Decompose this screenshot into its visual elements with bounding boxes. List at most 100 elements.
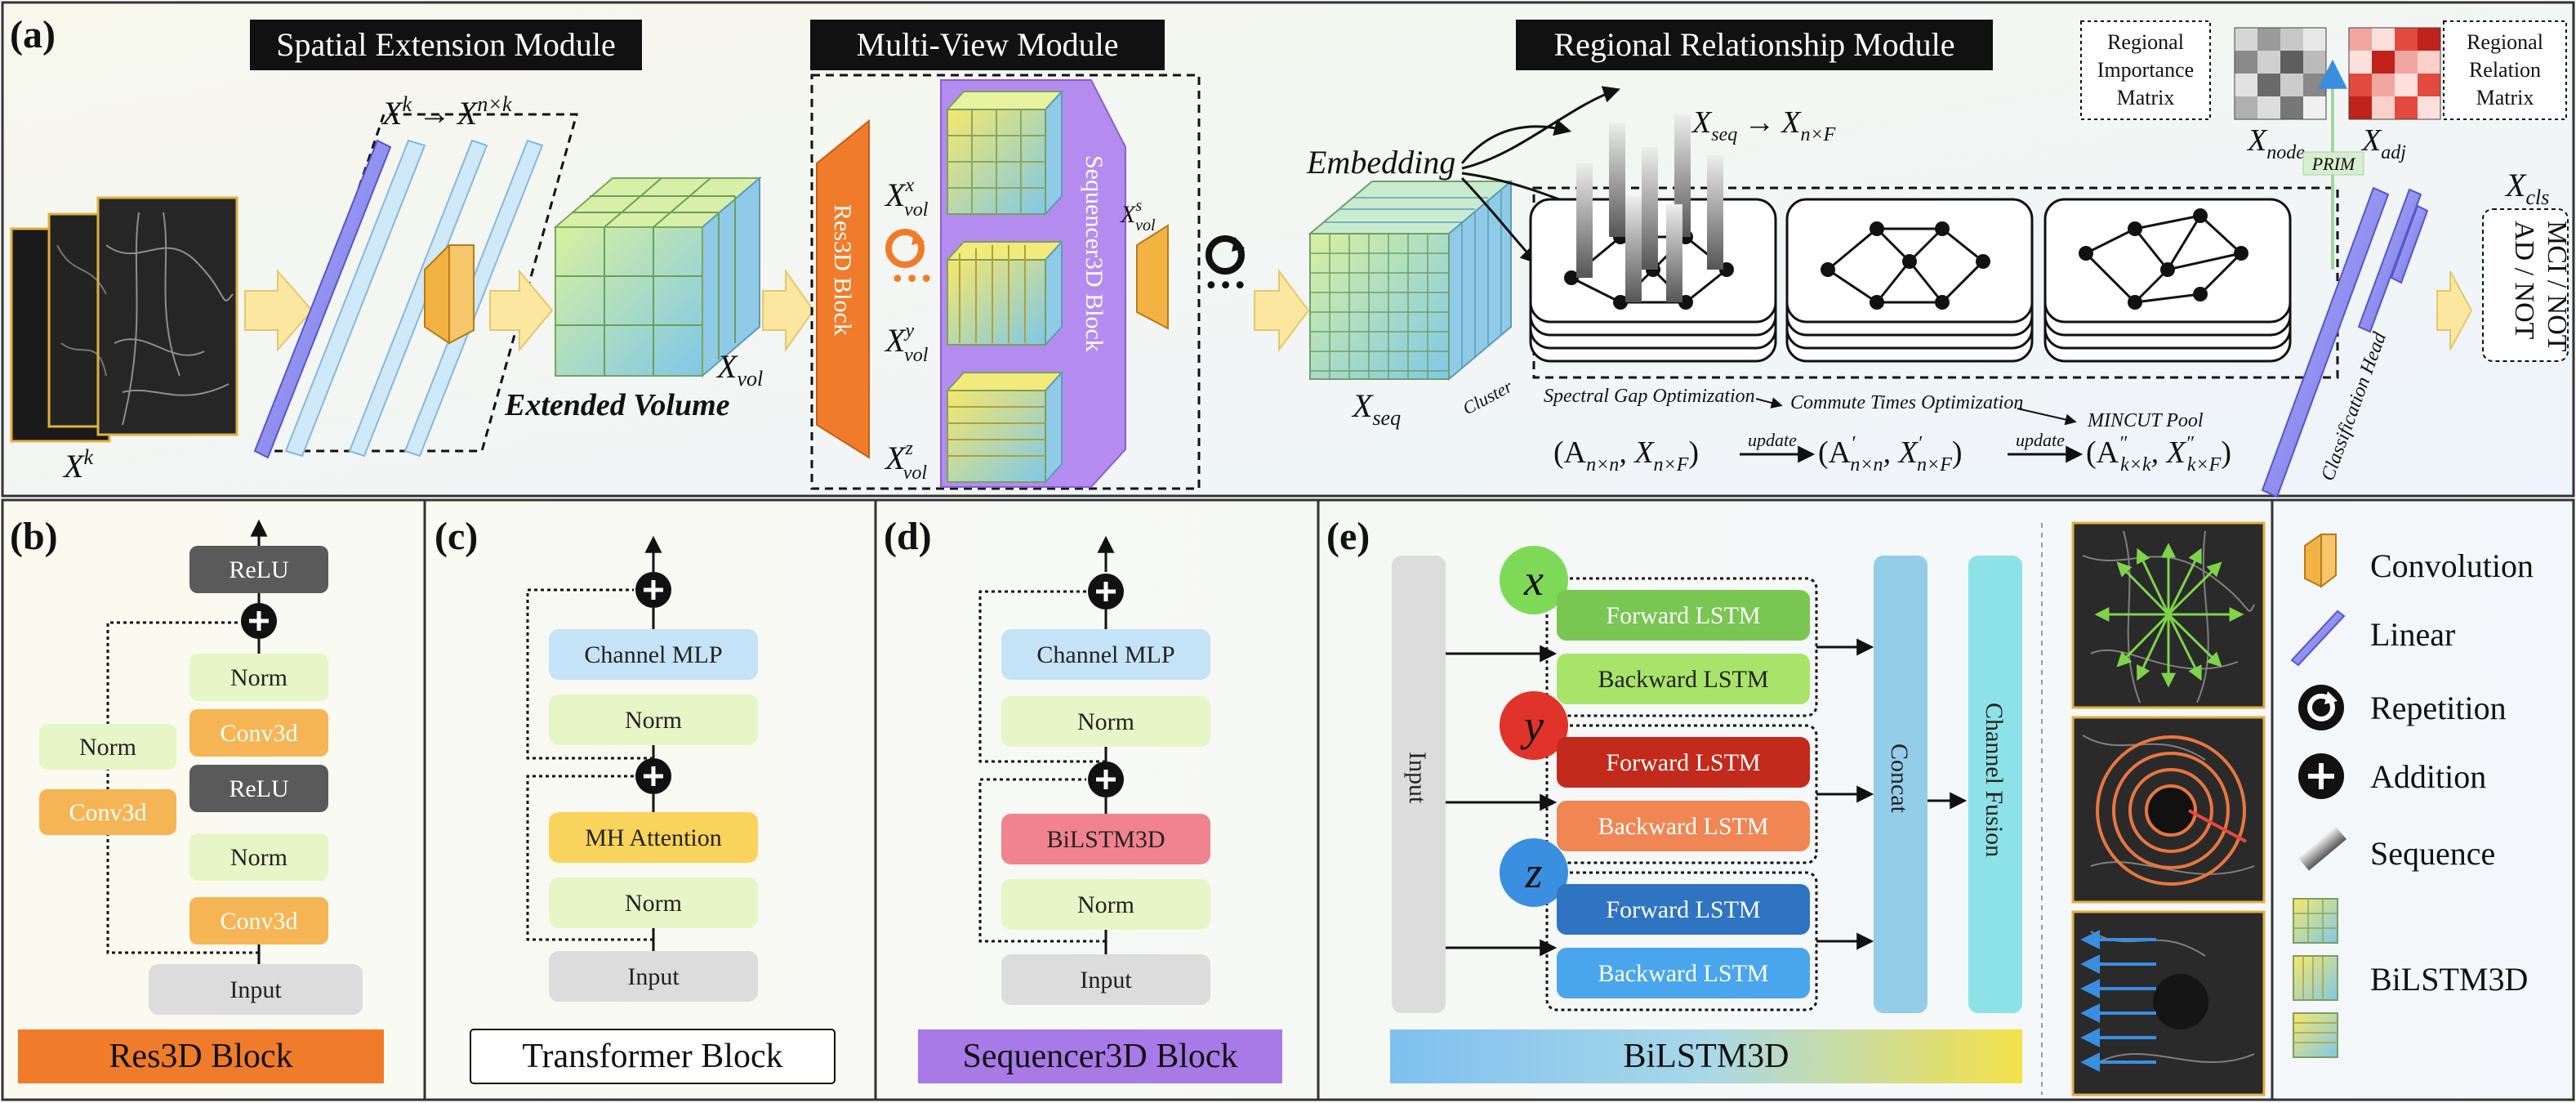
d-input-label: Input [1080, 967, 1132, 994]
flow-arrow-2 [489, 269, 554, 352]
prim-label: PRIM [2311, 154, 2356, 174]
b-side-conv-label: Conv3d [69, 799, 146, 826]
embedding-cube [1308, 179, 1513, 382]
e-group-z [1545, 871, 1818, 1011]
xnode-label: Xnode [2246, 123, 2305, 163]
octa-image-stack [10, 196, 238, 443]
d-caption: Sequencer3D Block [962, 1038, 1237, 1075]
spatial-title-bar [250, 20, 642, 70]
legend-sequence: Sequence [2370, 835, 2495, 872]
relation-matrix-box [2443, 20, 2567, 120]
legend-repetition: Repetition [2370, 690, 2507, 726]
legend-linear: Linear [2370, 616, 2455, 653]
e-group-x [1545, 577, 1818, 717]
e-z-letter: z [1524, 848, 1542, 897]
b-input-label: Input [230, 976, 282, 1003]
commute-times-label: Commute Times Optimization [1790, 392, 2023, 413]
e-y-badge [1500, 691, 1568, 760]
xseq-label: Xseq [1351, 387, 1401, 430]
e-fwd-y-label: Forward LSTM [1606, 749, 1760, 776]
e-image-z [2071, 910, 2266, 1096]
e-fwd-y [1557, 737, 1810, 788]
e-bwd-z-label: Backward LSTM [1598, 960, 1768, 987]
b-side-norm-label: Norm [79, 734, 136, 761]
regional-module-title: Regional Relationship Module [1553, 26, 1954, 63]
xseq-to-xnf-label: Xseq → Xn×F [1691, 105, 1836, 145]
e-fusion [1968, 556, 2022, 1013]
panel-b-label: (b) [10, 515, 58, 558]
view-cube-z [945, 370, 1064, 485]
b-norm-2-label: Norm [230, 844, 287, 871]
spectral-arrow [1755, 397, 1783, 409]
e-y-letter: y [1520, 701, 1544, 750]
legend-addition-icon [2298, 753, 2344, 799]
legend-sequence-icon [2298, 826, 2346, 871]
res3d-block-shape [816, 118, 870, 459]
panel-d-label: (d) [884, 515, 932, 558]
update-label-1: update [1748, 430, 1797, 450]
e-fwd-x [1557, 590, 1810, 641]
d-add-top-plus [1096, 582, 1116, 601]
xvol-x-label: Xx vol [884, 175, 929, 221]
c-caption: Transformer Block [522, 1038, 782, 1075]
b-skip-path [106, 621, 259, 954]
d-mlp-label: Channel MLP [1036, 641, 1174, 668]
e-concat [1874, 556, 1928, 1013]
legend-repetition-icon [2298, 685, 2344, 730]
b-caption-bar [18, 1029, 384, 1083]
e-fwd-z-label: Forward LSTM [1606, 896, 1760, 923]
e-image-y [2071, 716, 2266, 904]
c-add-bot-plus [644, 766, 663, 786]
repetition-icon-orange [885, 229, 925, 268]
extended-volume-label: Extended Volume [504, 388, 730, 422]
d-skip-top [978, 590, 1106, 763]
black-dots: ••• [1204, 272, 1247, 301]
repetition-icon-black [1206, 235, 1245, 275]
flow-arrow-output [2436, 270, 2473, 351]
d-input [1001, 954, 1210, 1005]
adj-matrix-grid [2348, 27, 2441, 120]
res3d-block-label: Res3D Block [829, 204, 856, 336]
c-caption-box [470, 1029, 836, 1084]
b-norm-1-label: Norm [230, 664, 287, 691]
d-mlp [1001, 629, 1210, 680]
xvol-z-label: Xz vol [884, 438, 927, 484]
prim-badge [2302, 151, 2364, 176]
e-bwd-y-label: Backward LSTM [1598, 813, 1768, 840]
d-bilstm-label: BiLSTM3D [1046, 826, 1165, 853]
e-bwd-z [1557, 948, 1810, 998]
b-conv-1-label: Conv3d [220, 720, 297, 747]
c-attn-label: MH Attention [585, 824, 722, 851]
e-x-badge [1500, 546, 1568, 614]
b-add-plus [249, 611, 269, 631]
b-conv-2-label: Conv3d [220, 908, 297, 935]
c-input-label: Input [627, 963, 680, 990]
flow-arrow-3 [762, 268, 815, 353]
node-matrix-grid [2234, 27, 2327, 120]
d-add-bot-plus [1096, 770, 1116, 789]
xvol-y-label: Xy vol [884, 320, 929, 366]
extended-volume-cube [553, 176, 762, 378]
b-side-norm [39, 724, 176, 770]
classification-head-bars [2261, 186, 2429, 498]
view-cube-x [945, 89, 1064, 217]
b-relu-top [189, 546, 328, 593]
b-relu-mid-label: ReLU [229, 775, 289, 802]
update-label-2: update [2016, 430, 2065, 450]
spectral-gap-label: Spectral Gap Optimization [1544, 386, 1755, 407]
b-conv-2 [189, 897, 328, 944]
embedding-arrow-1 [1460, 118, 1572, 164]
d-skip-bot [978, 778, 1106, 943]
c-norm-top [549, 694, 758, 745]
d-bilstm [1001, 814, 1210, 864]
embedding-label: Embedding [1306, 144, 1455, 181]
e-fwd-x-label: Forward LSTM [1606, 602, 1760, 629]
legend-linear-icon [2290, 610, 2346, 667]
e-fwd-z [1557, 884, 1810, 935]
legend-convolution-icon [2304, 534, 2337, 589]
d-caption-bar [918, 1029, 1282, 1083]
graph-stack-2 [1785, 198, 2034, 363]
legend-addition: Addition [2370, 758, 2486, 795]
importance-line-2: Importance [2097, 58, 2194, 82]
